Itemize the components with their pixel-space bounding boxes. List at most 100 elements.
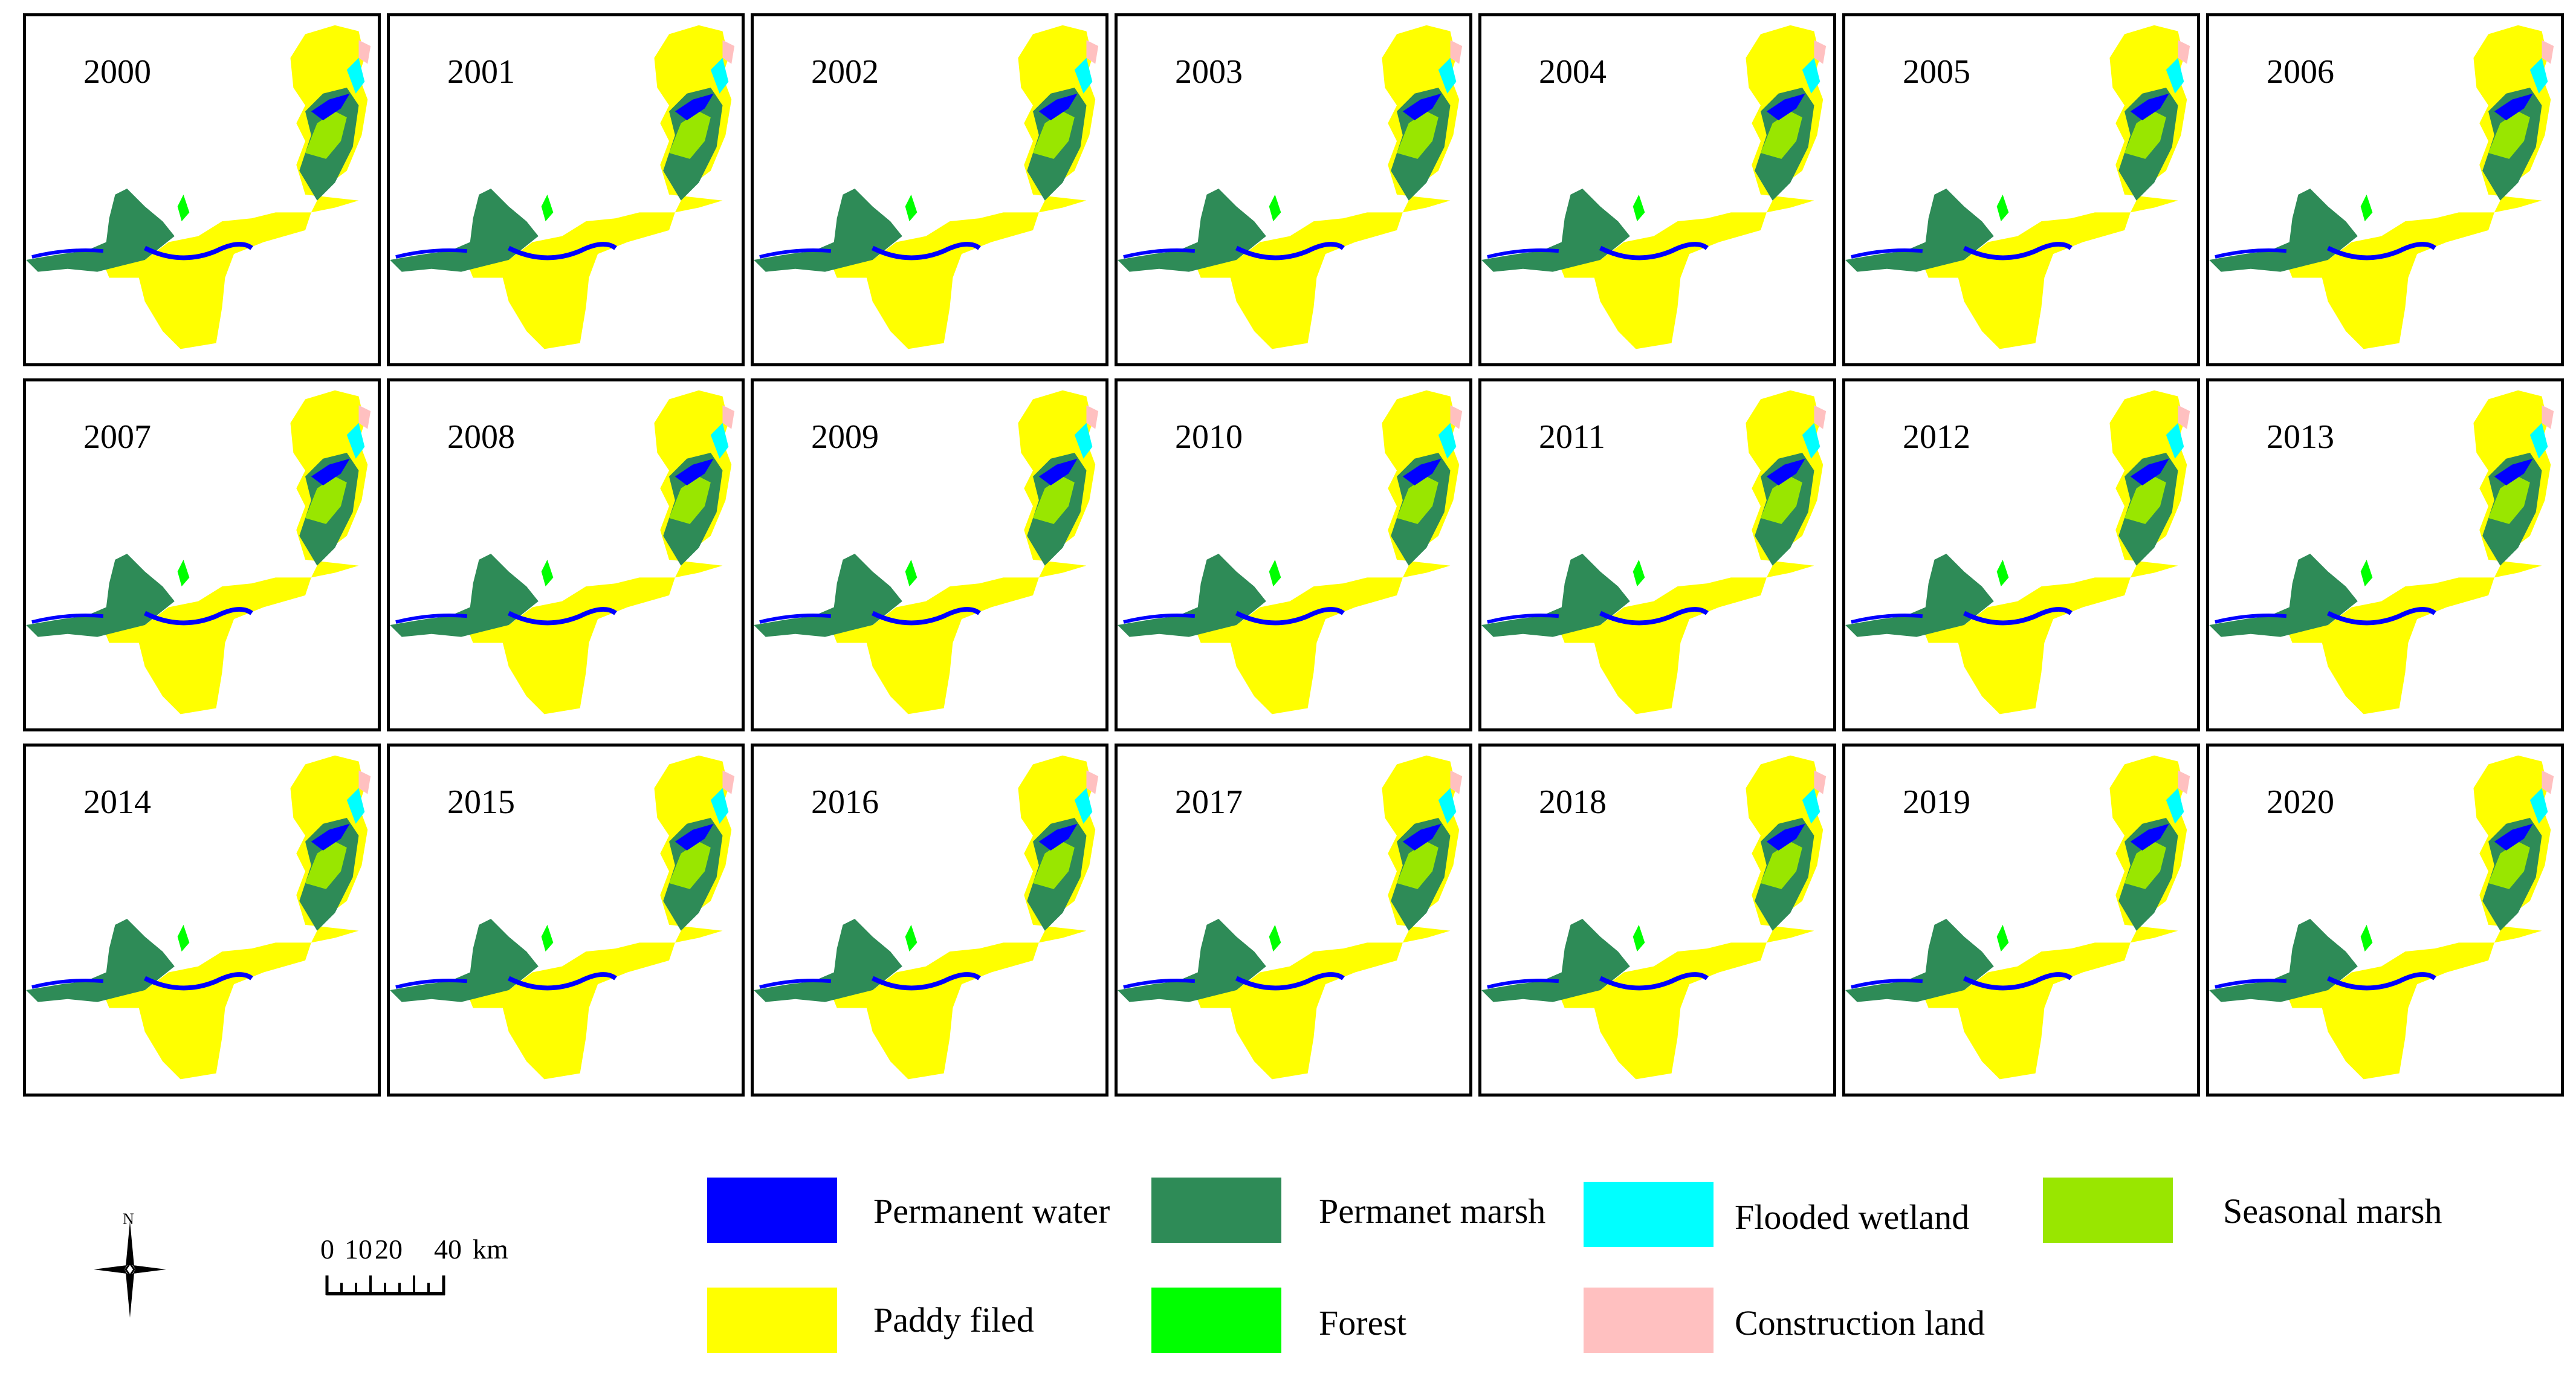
map-river-west: [395, 248, 468, 259]
map-region-construction: [2542, 770, 2554, 794]
map-region-seasonal: [1761, 111, 1802, 159]
legend: Permanent water Permanet marsh Flooded w…: [0, 1149, 2576, 1374]
map-region-forest: [1996, 559, 2009, 587]
map-region-paddy: [2286, 390, 2551, 715]
map-region-construction: [1086, 40, 1099, 64]
wetland-map: [754, 755, 1099, 1080]
map-panel-grid: 2000 2001 2002 2003 2004 2005 2006 2007 2008 2009…: [23, 13, 2564, 1107]
map-river: [1235, 972, 1345, 991]
map-region-seasonal: [1397, 476, 1438, 524]
map-region-water: [2130, 823, 2169, 851]
map-region-water: [311, 93, 350, 121]
map-region-forest: [541, 194, 554, 222]
legend-swatch-permanent-water: [707, 1178, 837, 1243]
map-region-seasonal: [2488, 476, 2530, 524]
map-region-paddy: [1194, 390, 1460, 715]
map-river: [2326, 972, 2436, 991]
map-region-paddy: [1194, 755, 1460, 1080]
wetland-map: [390, 755, 735, 1080]
map-region-forest: [177, 194, 190, 222]
map-region-flooded: [1074, 423, 1093, 459]
map-region-west: [754, 189, 902, 272]
map-region-west: [1845, 189, 1994, 272]
map-panel-2005: 2005: [1842, 13, 2200, 366]
map-region-flooded: [2529, 423, 2548, 459]
map-region-seasonal: [2125, 841, 2166, 889]
wetland-map: [390, 25, 735, 349]
map-panel-2017: 2017: [1115, 744, 1472, 1097]
map-region-paddy: [467, 25, 732, 349]
map-region-construction: [1086, 405, 1099, 429]
map-river-west: [759, 979, 832, 989]
map-region-construction: [722, 40, 735, 64]
map-region-west: [1118, 189, 1266, 272]
map-region-paddy: [1194, 25, 1460, 349]
map-region-west: [1118, 919, 1266, 1002]
map-region-flooded: [2166, 423, 2184, 459]
wetland-map: [1118, 390, 1463, 715]
wetland-map: [754, 25, 1099, 349]
map-region-paddy: [467, 390, 732, 715]
map-region-flooded: [710, 57, 729, 94]
map-river-west: [759, 248, 832, 259]
map-region-seasonal: [1033, 841, 1075, 889]
map-region-water: [2494, 93, 2533, 121]
map-region-construction: [358, 770, 371, 794]
year-label: 2002: [811, 53, 879, 91]
map-region-seasonal: [1033, 476, 1075, 524]
map-region-forest: [177, 924, 190, 952]
map-river: [2326, 607, 2436, 626]
map-region-water: [1402, 458, 1442, 486]
map-region-water: [675, 823, 714, 851]
map-river: [2326, 242, 2436, 261]
map-region-flooded: [1438, 57, 1457, 94]
scale-tick-0: 0: [320, 1234, 334, 1265]
map-river-west: [2215, 979, 2287, 989]
map-region-paddy: [1922, 390, 2187, 715]
map-river: [143, 242, 253, 261]
map-river-west: [31, 614, 104, 624]
map-region-forest: [2360, 924, 2373, 952]
map-region-flooded: [2529, 57, 2548, 94]
map-panel-2000: 2000: [23, 13, 381, 366]
wetland-map: [2209, 755, 2554, 1080]
map-river: [871, 607, 981, 626]
year-label: 2018: [1539, 783, 1607, 821]
map-region-seasonal: [2125, 476, 2166, 524]
map-river: [143, 972, 253, 991]
scale-tick-10: 10: [345, 1234, 372, 1265]
map-region-forest: [1633, 194, 1645, 222]
map-region-seasonal: [1033, 111, 1075, 159]
map-region-flooded: [1438, 788, 1457, 824]
map-region-paddy: [103, 390, 368, 715]
map-region-water: [1402, 823, 1442, 851]
map-region-flooded: [1802, 57, 1820, 94]
year-label: 2011: [1539, 418, 1605, 456]
map-region-seasonal: [669, 841, 711, 889]
wetland-map: [1481, 390, 1827, 715]
map-region-west: [390, 189, 539, 272]
map-region-seasonal: [2488, 111, 2530, 159]
map-region-flooded: [1802, 423, 1820, 459]
year-label: 2019: [1903, 783, 1970, 821]
map-region-construction: [1814, 770, 1827, 794]
map-region-construction: [2178, 770, 2190, 794]
legend-label-permanent-water: Permanent water: [873, 1191, 1110, 1231]
map-panel-2014: 2014: [23, 744, 381, 1097]
map-river: [1235, 607, 1345, 626]
map-region-seasonal: [2125, 111, 2166, 159]
map-region-paddy: [103, 25, 368, 349]
map-region-forest: [1633, 559, 1645, 587]
map-river-west: [1123, 248, 1196, 259]
wetland-map: [2209, 390, 2554, 715]
wetland-map: [754, 390, 1099, 715]
map-region-west: [1845, 554, 1994, 637]
map-river: [1235, 242, 1345, 261]
legend-swatch-seasonal-marsh: [2043, 1178, 2173, 1243]
map-river-west: [395, 614, 468, 624]
map-region-west: [1845, 919, 1994, 1002]
map-river-west: [31, 979, 104, 989]
map-panel-2016: 2016: [751, 744, 1108, 1097]
year-label: 2005: [1903, 53, 1970, 91]
map-region-water: [1766, 93, 1805, 121]
